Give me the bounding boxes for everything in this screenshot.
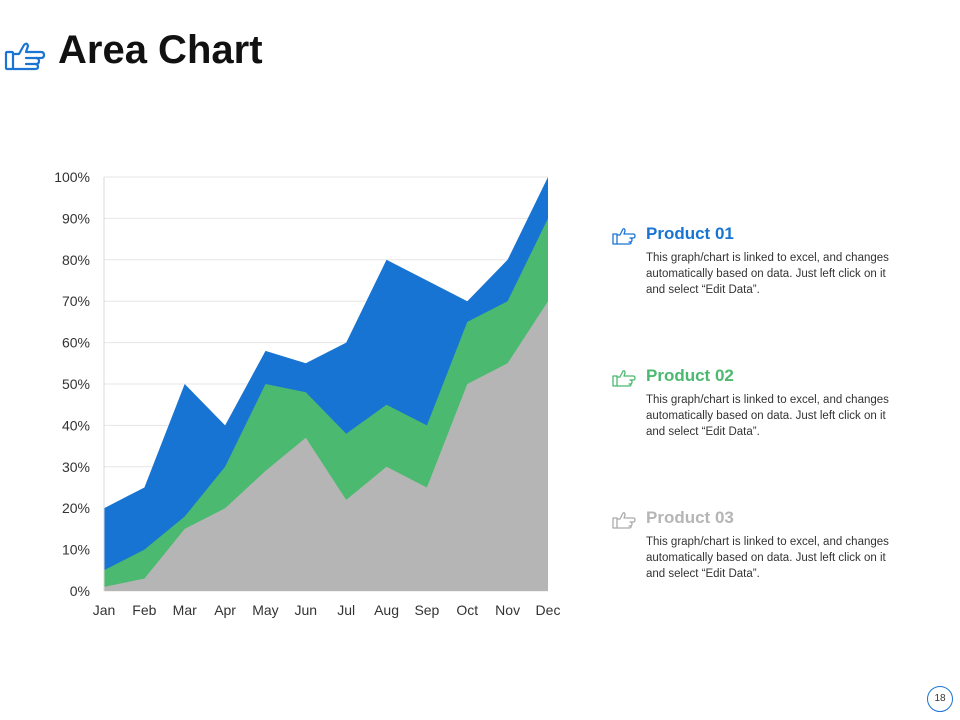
legend-name: Product 01 bbox=[646, 224, 734, 243]
legend-description: This graph/chart is linked to excel, and… bbox=[646, 394, 889, 438]
pointing-hand-icon bbox=[612, 512, 636, 529]
x-tick-label: Nov bbox=[495, 602, 520, 618]
x-tick-label: Jul bbox=[337, 602, 355, 618]
y-tick-label: 70% bbox=[62, 293, 90, 309]
x-tick-label: Dec bbox=[536, 602, 561, 618]
y-tick-label: 0% bbox=[70, 583, 90, 599]
x-tick-label: Mar bbox=[173, 602, 197, 618]
y-tick-label: 60% bbox=[62, 335, 90, 351]
x-tick-label: Jun bbox=[295, 602, 318, 618]
y-tick-label: 50% bbox=[62, 376, 90, 392]
area-series-product-03 bbox=[104, 301, 548, 591]
y-tick-label: 30% bbox=[62, 459, 90, 475]
legend-description: This graph/chart is linked to excel, and… bbox=[646, 536, 889, 580]
y-tick-label: 80% bbox=[62, 252, 90, 268]
y-tick-label: 40% bbox=[62, 417, 90, 433]
legend-name: Product 02 bbox=[646, 366, 734, 385]
x-tick-label: Apr bbox=[214, 602, 236, 618]
y-tick-label: 20% bbox=[62, 500, 90, 516]
y-tick-label: 100% bbox=[54, 169, 90, 185]
y-tick-label: 90% bbox=[62, 210, 90, 226]
pointing-hand-icon bbox=[612, 370, 636, 387]
page-number: 18 bbox=[927, 686, 953, 712]
legend-description: This graph/chart is linked to excel, and… bbox=[646, 252, 889, 296]
legend-name: Product 03 bbox=[646, 508, 734, 527]
pointing-hand-icon bbox=[4, 42, 46, 71]
x-tick-label: Jan bbox=[93, 602, 116, 618]
page-title: Area Chart bbox=[58, 28, 263, 72]
y-tick-label: 10% bbox=[62, 542, 90, 558]
x-tick-label: Sep bbox=[414, 602, 439, 618]
x-tick-label: Aug bbox=[374, 602, 399, 618]
x-tick-label: Feb bbox=[132, 602, 156, 618]
x-tick-label: May bbox=[252, 602, 278, 618]
pointing-hand-icon bbox=[612, 228, 636, 245]
x-tick-label: Oct bbox=[456, 602, 478, 618]
